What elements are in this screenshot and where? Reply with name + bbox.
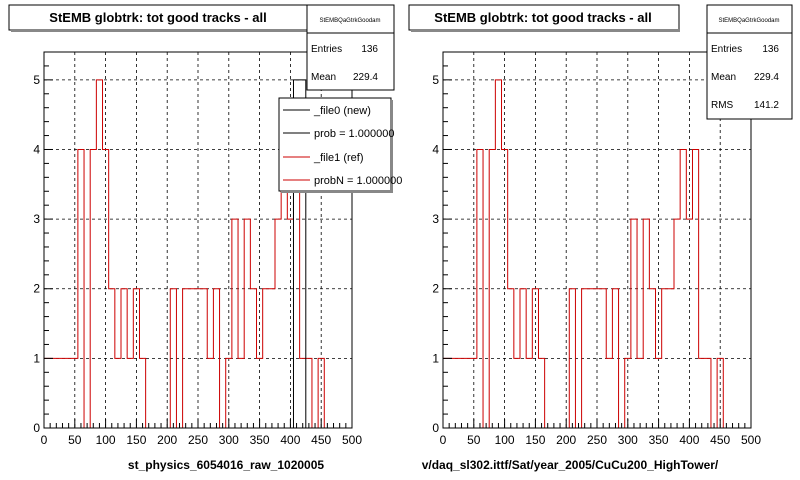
- legend-label-file1: _file1 (ref): [313, 152, 364, 164]
- legend-label-prob: prob = 1.000000: [314, 128, 394, 140]
- histogram-line: [442, 79, 730, 429]
- stats-name: StEMBQaGtrkGoodam: [718, 18, 779, 24]
- y-tick-label: 1: [33, 351, 40, 365]
- y-tick-label: 5: [33, 73, 40, 87]
- tick-labels: 0 50 100 150 200 250 300 350 400 450 500 0 1 2 3 4 5: [432, 73, 761, 447]
- stats-name: StEMBQaGtrkGoodam: [319, 18, 380, 24]
- stats-entries-value: 136: [361, 44, 378, 55]
- x-tick-label: 400: [679, 433, 699, 447]
- x-tick-label: 100: [495, 433, 515, 447]
- x-tick-label: 400: [280, 433, 300, 447]
- stats-rms-value: 141.2: [754, 100, 779, 111]
- y-tick-label: 3: [432, 212, 439, 226]
- chart-right: 0 50 100 150 200 250 300 350 400 450 500 0 1 2 3 4 5 StE…: [408, 4, 793, 472]
- x-tick-label: 150: [126, 433, 146, 447]
- y-tick-label: 0: [33, 421, 40, 435]
- title-box: StEMB globtrk: tot good tracks - all: [8, 4, 309, 32]
- x-axis-label: v/daq_sl302.ittf/Sat/year_2005/CuCu200_H…: [422, 458, 719, 472]
- x-tick-label: 100: [96, 433, 116, 447]
- axes: [442, 51, 752, 429]
- y-tick-label: 5: [432, 73, 439, 87]
- stats-mean-label: Mean: [711, 72, 736, 83]
- x-tick-label: 500: [741, 433, 761, 447]
- legend: _file0 (new) prob = 1.000000 _file1 (ref…: [278, 97, 402, 193]
- x-tick-label: 0: [41, 433, 48, 447]
- stats-mean-label: Mean: [311, 72, 336, 83]
- x-tick-label: 250: [188, 433, 208, 447]
- stats-box: StEMBQaGtrkGoodam Entries 136 Mean 229.4…: [706, 4, 793, 120]
- legend-label-file0: _file0 (new): [313, 105, 371, 117]
- chart-title: StEMB globtrk: tot good tracks - all: [49, 10, 266, 25]
- stats-rms-label: RMS: [711, 100, 734, 111]
- x-tick-label: 200: [157, 433, 177, 447]
- x-tick-label: 300: [219, 433, 239, 447]
- x-axis-label: st_physics_6054016_raw_1020005: [128, 458, 324, 472]
- title-box: StEMB globtrk: tot good tracks - all: [408, 4, 680, 32]
- y-tick-label: 4: [432, 142, 439, 156]
- x-tick-label: 200: [556, 433, 576, 447]
- x-tick-label: 300: [618, 433, 638, 447]
- chart-title: StEMB globtrk: tot good tracks - all: [434, 10, 651, 25]
- y-tick-label: 2: [33, 282, 40, 296]
- y-tick-label: 4: [33, 142, 40, 156]
- x-tick-label: 350: [649, 433, 669, 447]
- x-tick-label: 0: [440, 433, 447, 447]
- x-tick-label: 150: [525, 433, 545, 447]
- x-tick-label: 500: [342, 433, 362, 447]
- x-tick-label: 50: [467, 433, 481, 447]
- axes: [43, 51, 353, 429]
- tick-labels: 0 50 100 150 200 250 300 350 400 450 500 0 1 2 3 4 5: [33, 73, 362, 447]
- y-tick-label: 1: [432, 351, 439, 365]
- stats-mean-value: 229.4: [353, 72, 378, 83]
- histogram-line: [43, 79, 331, 429]
- chart-left: 0 50 100 150 200 250 300 350 400 450 500 0 1 2 3 4 5 StE…: [8, 4, 402, 472]
- x-tick-label: 450: [311, 433, 331, 447]
- x-tick-label: 350: [250, 433, 270, 447]
- stats-box: StEMBQaGtrkGoodam Entries 136 Mean 229.4: [306, 4, 395, 91]
- histogram-series: [442, 79, 730, 429]
- x-tick-label: 450: [710, 433, 730, 447]
- x-tick-label: 50: [68, 433, 82, 447]
- y-tick-label: 0: [432, 421, 439, 435]
- legend-label-probn: probN = 1.000000: [314, 175, 402, 187]
- histogram-series: [43, 79, 331, 429]
- stats-entries-label: Entries: [711, 44, 742, 55]
- x-tick-label: 250: [587, 433, 607, 447]
- histogram-line: [292, 79, 307, 428]
- stats-entries-value: 136: [762, 44, 779, 55]
- stats-mean-value: 229.4: [754, 72, 779, 83]
- stats-entries-label: Entries: [311, 44, 342, 55]
- y-tick-label: 2: [432, 282, 439, 296]
- y-tick-label: 3: [33, 212, 40, 226]
